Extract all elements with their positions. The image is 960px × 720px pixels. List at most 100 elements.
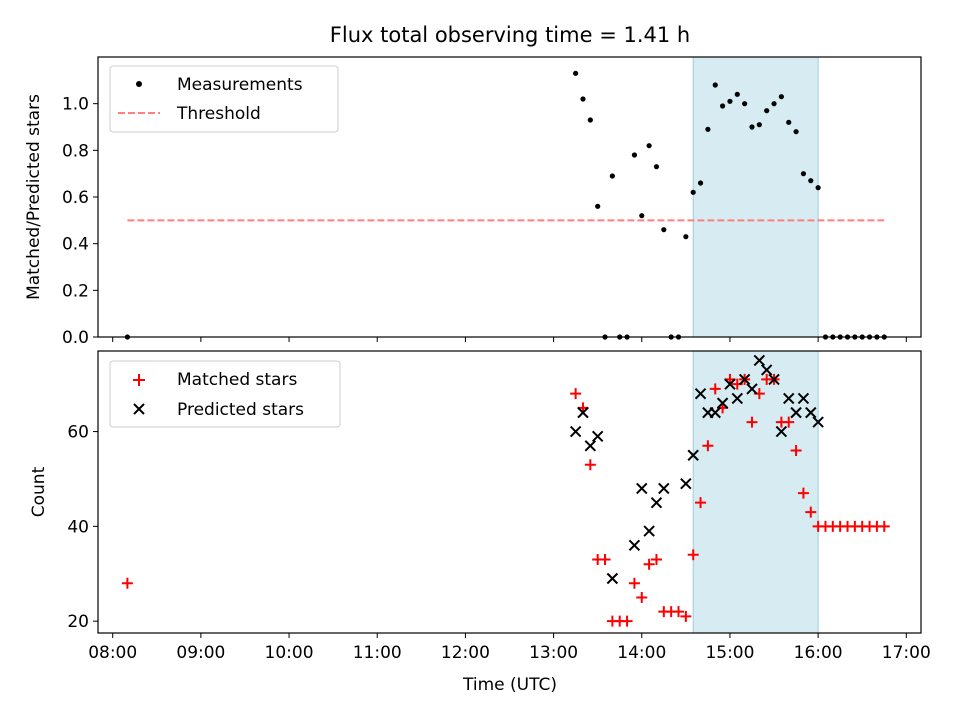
predicted-star-point [709,406,721,419]
predicted-star-point [753,354,766,367]
measurement-point [712,82,718,88]
matched-star-point [650,554,662,566]
x-tick-label: 16:00 [794,643,843,663]
x-tick-label: 10:00 [265,643,314,663]
predicted-star-point [805,406,817,419]
measurement-point [764,108,770,114]
measurement-point [705,126,711,132]
predicted-star-point [724,378,736,390]
measurement-point [661,227,667,233]
predicted-star-point [790,406,802,419]
y-tick-label: 0.6 [62,188,89,208]
predicted-star-point [716,397,729,409]
x-tick-label: 12:00 [441,643,490,663]
bottom-panel-x-axis: 08:00 09:00 10:00 11:00 12:00 13:00 14:00 15:00… [88,633,931,663]
x-tick-label: 11:00 [353,643,402,663]
predicted-star-point [584,440,597,452]
matched-star-point [621,615,633,627]
y-tick-label: 40 [67,517,89,537]
x-tick-label: 15:00 [705,643,754,663]
bottom-panel-marks [121,354,890,627]
top-panel-y-axis: 0.0 0.2 0.4 0.6 0.8 1.0 [62,95,98,348]
y-tick-label: 20 [67,612,89,632]
top-legend-box [109,65,339,133]
top-panel-marks [124,70,887,340]
matched-star-point [643,558,655,570]
top-panel-x-ticks [112,337,907,342]
matched-star-point [746,416,758,428]
predicted-star-point [591,430,604,443]
bottom-panel-y-axis: 20 40 60 [67,423,98,632]
matched-star-point [680,610,692,622]
measurement-point [595,203,601,209]
matched-star-point [599,554,611,566]
bottom-panel: 20 40 60 08:00 09:00 10:00 11:00 12:00 13:00 14:… [29,350,931,695]
matched-star-point [695,497,707,509]
bottom-panel-legend: Matched stars Predicted stars [109,360,341,428]
matched-star-point [673,606,685,618]
x-tick-label: 13:00 [529,643,578,663]
measurement-point [793,129,799,135]
matched-star-point [783,416,795,428]
matched-star-point [636,591,648,603]
predicted-star-point [658,482,670,495]
measurement-point [631,152,638,158]
measurement-point [573,70,579,76]
predicted-star-point [738,373,751,386]
x-axis-label: Time (UTC) [462,675,557,695]
predicted-star-point [797,392,810,405]
legend-x-marker [133,403,145,415]
predicted-star-point [606,572,619,585]
predicted-star-point [731,392,744,405]
legend-threshold-label: Threshold [176,104,261,124]
measurement-point [786,119,792,125]
predicted-star-point [775,425,788,438]
top-panel-highlight-span [692,56,819,338]
measurement-point [808,178,814,184]
measurement-point [727,98,733,104]
top-panel: 0.0 0.2 0.4 0.6 0.8 1.0 Matched/Predicted sta… [24,56,922,348]
matched-star-point [805,506,817,518]
legend-matched-label: Matched stars [177,370,297,390]
y-tick-label: 0.4 [62,235,89,255]
matched-star-point [797,487,809,499]
matched-star-point [584,459,596,471]
legend-plus-marker [133,374,145,386]
y-tick-label: 1.0 [62,95,89,115]
predicted-star-point [636,482,648,495]
predicted-star-point [577,406,589,419]
predicted-star-point [687,449,699,461]
measurement-point [771,101,777,107]
predicted-star-point [760,364,773,376]
measurement-point [697,180,704,186]
predicted-star-point [783,392,795,405]
measurement-point [639,213,645,219]
measurement-point [756,122,762,128]
legend-measurement-marker [136,81,142,87]
bottom-panel-frame [97,350,922,634]
predicted-star-point [694,387,707,400]
measurement-point [609,173,615,179]
legend-predicted-label: Predicted stars [177,400,304,420]
bottom-legend-box [109,360,341,428]
figure-title: Flux total observing time = 1.41 h [330,23,690,47]
predicted-star-point [680,477,692,490]
measurement-point [690,189,696,195]
measurement-point [815,185,821,191]
bottom-panel-ylabel: Count [29,466,49,517]
measurement-point [719,103,726,109]
matched-star-point [790,445,802,457]
y-tick-label: 60 [67,423,89,443]
legend-measurements-label: Measurements [177,75,303,95]
measurement-point [778,94,784,100]
measurement-point [587,117,593,123]
y-tick-label: 0.2 [62,281,89,301]
measurement-point [653,164,660,170]
measurement-point [683,234,689,240]
predicted-star-point [569,425,582,438]
matched-star-point [702,440,714,452]
x-tick-label: 09:00 [176,643,225,663]
predicted-star-point [628,539,641,552]
predicted-star-point [768,373,780,386]
